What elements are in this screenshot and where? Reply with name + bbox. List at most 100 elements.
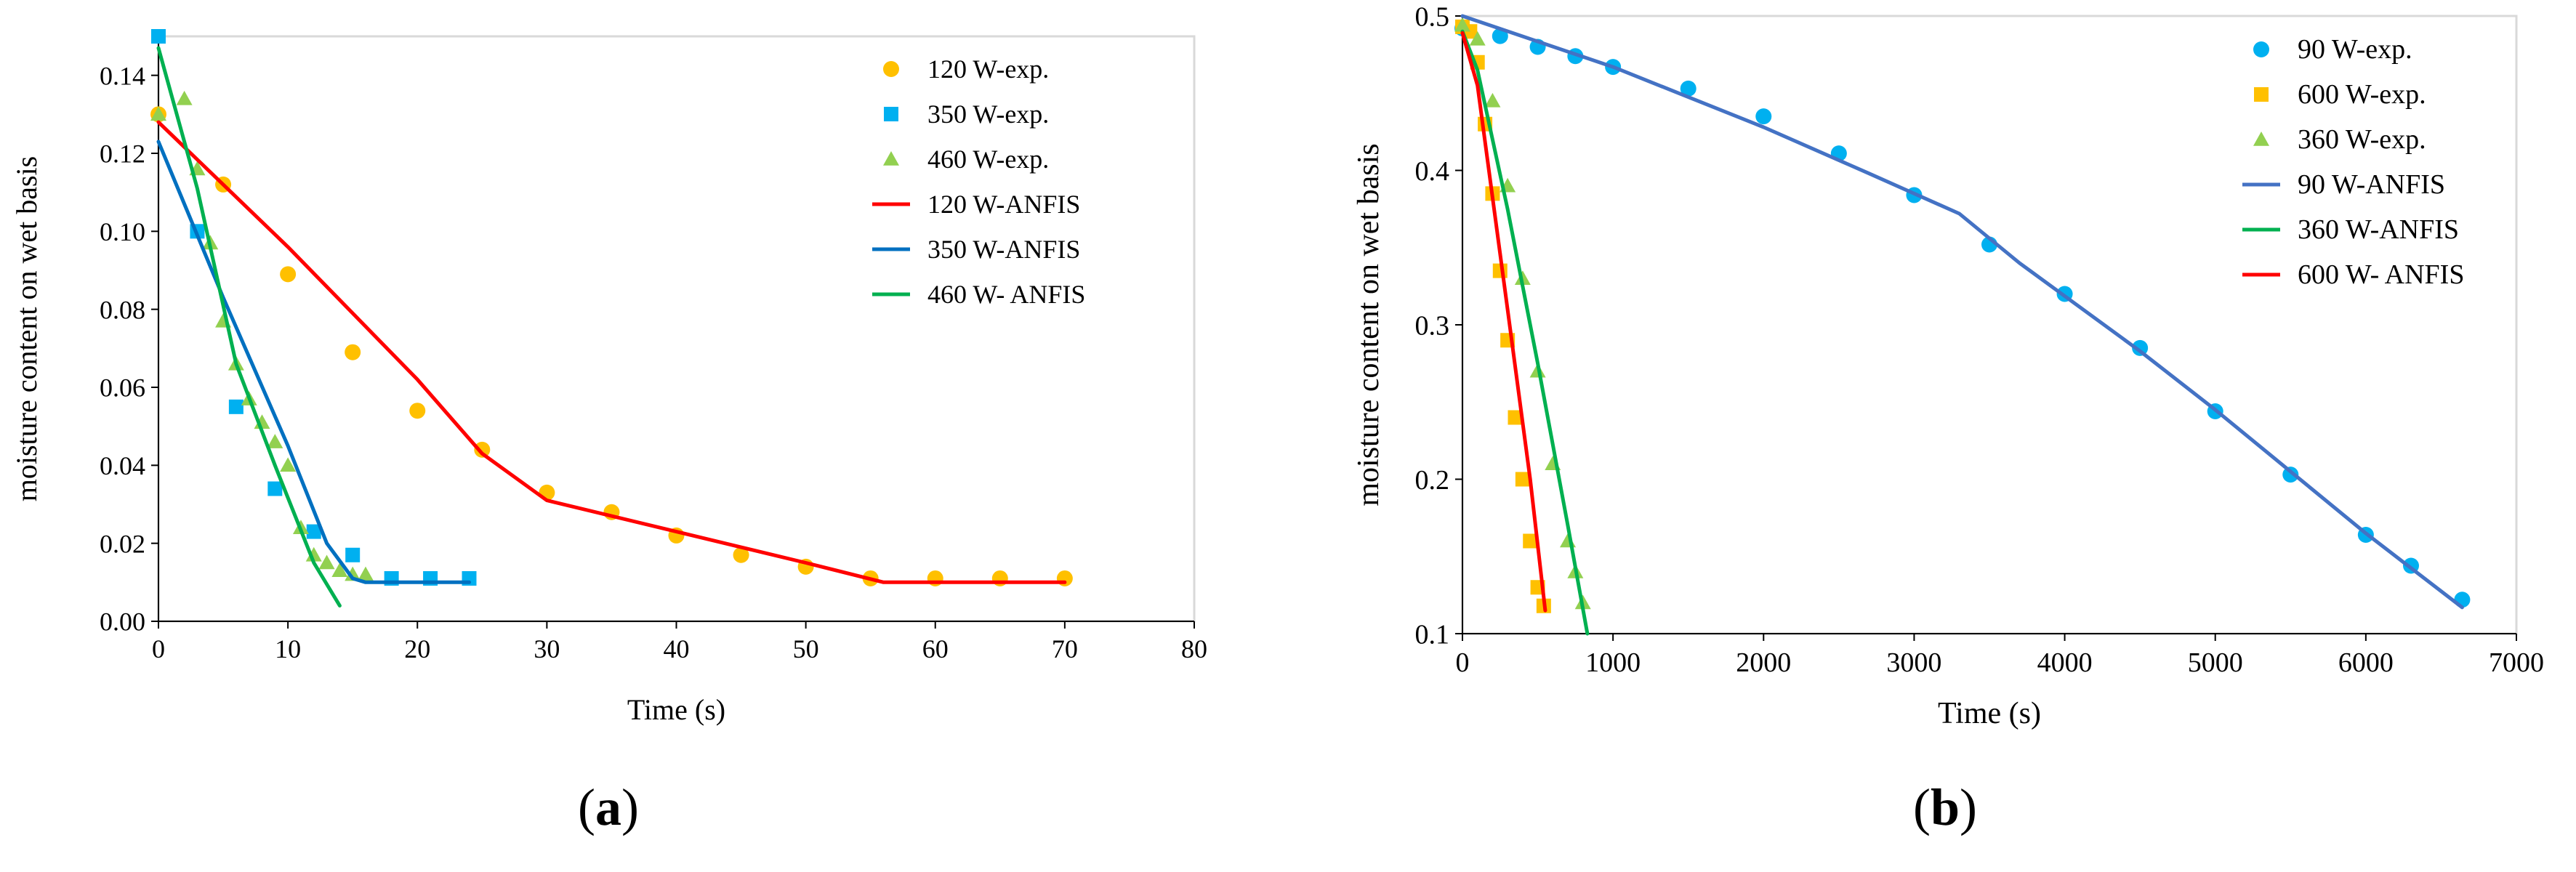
panel-a-legend-label-3: 120 W-ANFIS [927,190,1080,219]
panel-a-ytick-label-5: 0.10 [100,217,145,246]
panel-a-series-1-point-5 [345,547,361,562]
panel-a-legend-key-1 [884,107,898,121]
panel-a-xtick-label-0: 0 [152,634,165,663]
caption-b-letter: b [1930,778,1960,836]
panel-a-series-2-point-15 [358,566,374,581]
panel-b-series-3 [1460,14,2464,610]
panel-b-series-3-line [1460,14,2464,610]
panel-b-series-0-point-5 [1680,80,1696,97]
panel-b-legend-key-1 [2254,87,2269,102]
panel-a-legend-key-2 [883,151,899,166]
panel-b-series-0-point-6 [1755,108,1772,125]
panel-a-series-0-point-9 [733,546,749,563]
panel-b-xtick-label-7: 7000 [2489,647,2544,678]
panel-b-series-2 [1454,17,1591,610]
panel-a-xtick-label-6: 60 [922,634,949,663]
panel-b-legend-label-2: 360 W-exp. [2298,124,2426,155]
panel-a-series-2-point-14 [345,566,361,581]
panel-b-ytick-label-3: 0.4 [1415,156,1450,187]
panel-b-series-1-point-9 [1523,533,1538,549]
panel-a-series-2-point-9 [280,457,297,472]
panel-a-ytick-label-1: 0.02 [100,529,145,558]
panel-a-series-2-point-13 [331,562,348,578]
panel-a-series-2-point-12 [318,554,335,570]
panel-b-ytick-label-0: 0.1 [1415,619,1450,650]
panel-b-legend-label-5: 600 W- ANFIS [2298,259,2464,290]
panel-a-ytick-label-0: 0.00 [100,607,145,637]
panel-a-legend-key-0 [883,61,899,77]
panel-b-series-5-line [1460,31,1547,613]
panel-a-series-2-point-1 [176,90,193,105]
panel-a-legend-label-5: 460 W- ANFIS [927,280,1085,309]
panel-a-ytick-label-2: 0.04 [100,451,145,480]
panel-a-series-1-point-0 [151,29,166,44]
panel-b-xtick-label-6: 6000 [2338,647,2394,678]
panel-b-xtick-label-2: 2000 [1736,647,1791,678]
panel-a-xtick-label-5: 50 [793,634,819,663]
panel-a-series-5 [156,46,342,607]
panel-a-series-0-point-3 [345,344,361,360]
panel-a-series-5-line [156,46,342,607]
panel-a-series-1-point-3 [267,481,283,496]
panel-b-x-axis-label: Time (s) [1938,697,2041,730]
panel-a-ytick-label-3: 0.06 [100,374,145,403]
panel-a-ytick-label-7: 0.14 [100,61,145,90]
panel-b-series-0-point-13 [2282,467,2299,483]
panel-a-y-axis-label: moisture content on wet basis [10,156,43,501]
panel-b-series-1-point-7 [1508,410,1523,425]
panel-a-x-axis-label: Time (s) [627,693,725,726]
panel-a-ytick-label-4: 0.08 [100,295,145,324]
panel-b-legend: 90 W-exp. 600 W-exp. 360 W-exp. 90 W-ANFIS 3… [2242,34,2464,290]
caption-a: (a) [578,778,639,836]
panel-b-legend-label-1: 600 W-exp. [2298,79,2426,110]
panel-b-series-4-line [1460,29,1590,636]
panel-b-series-4 [1460,29,1590,636]
panel-b-legend-key-2 [2253,132,2269,146]
panel-a-series-4 [156,140,471,584]
panel-b-series-0-point-1 [1492,28,1508,44]
panel-a-series-1-point-2 [228,399,243,414]
panel-a-ytick-label-6: 0.12 [100,140,145,169]
panel-a-legend-label-2: 460 W-exp. [927,145,1049,174]
panel-a-xtick-label-7: 70 [1052,634,1078,663]
panel-b-ytick-label-4: 0.5 [1415,1,1450,32]
panel-a-xtick-label-4: 40 [664,634,690,663]
panel-a-legend-label-1: 350 W-exp. [927,100,1049,129]
panel-a-series-2-point-8 [267,434,283,448]
panel-b-xtick-label-1: 1000 [1585,647,1641,678]
panel-a-series-2 [150,90,374,581]
panel-b-ytick-label-2: 0.3 [1415,310,1450,341]
panel-b-legend-label-3: 90 W-ANFIS [2298,169,2445,200]
panel-b-y-axis-label: moisture content on wet basis [1352,143,1385,506]
panel-a: 0 10 20 30 40 50 60 70 80 0.00 0.02 0.04 0.06 0.08 0.1… [10,29,1207,726]
panel-b-legend-label-0: 90 W-exp. [2298,34,2412,65]
panel-b-series-2-point-0 [1454,17,1470,32]
panel-a-series-0-point-2 [280,266,297,283]
panel-a-series-0-point-4 [409,403,426,419]
caption-b: (b) [1913,778,1978,836]
panel-a-legend: 120 W-exp. 350 W-exp. 460 W-exp. 120 W-ANFI… [872,54,1085,309]
panel-a-series-2-point-11 [305,546,322,562]
panel-a-series-2-point-0 [150,106,166,121]
panel-b-ytick-label-1: 0.2 [1415,465,1450,496]
panel-b-legend-key-0 [2253,41,2269,57]
panel-a-legend-label-4: 350 W-ANFIS [927,235,1080,264]
panel-b-legend-label-4: 360 W-ANFIS [2298,214,2459,245]
panel-b-xtick-label-4: 4000 [2037,647,2093,678]
panel-a-series-3 [156,120,1067,584]
panel-b-series-5 [1460,31,1547,613]
panel-a-series-3-line [156,120,1067,584]
panel-a-series-1-point-4 [306,524,321,539]
panel-b-xtick-label-0: 0 [1456,647,1470,678]
panel-b-series-1-point-8 [1515,472,1530,487]
panel-b-xtick-label-3: 3000 [1886,647,1941,678]
panel-a-series-0-point-5 [474,441,491,458]
panel-b-xtick-label-5: 5000 [2188,647,2243,678]
panel-a-xtick-label-2: 20 [404,634,430,663]
panel-b-series-2-point-2 [1484,92,1501,108]
panel-a-legend-label-0: 120 W-exp. [927,54,1049,84]
panel-a-xtick-label-1: 10 [275,634,301,663]
panel-b-series-2-point-1 [1469,31,1486,46]
